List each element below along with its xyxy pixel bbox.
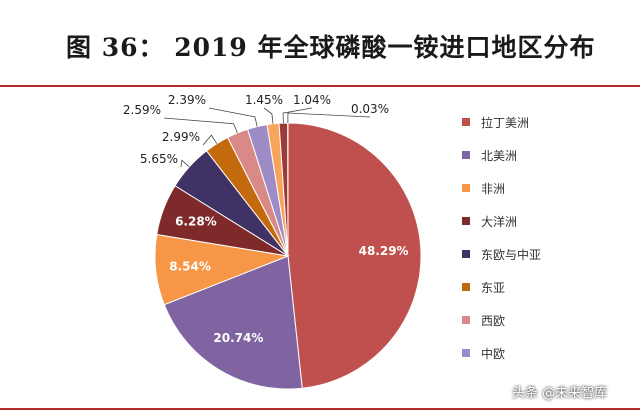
slice-data-label: 5.65% <box>140 152 178 166</box>
slice-data-label: 1.45% <box>245 93 283 107</box>
watermark: 头条 @未来智库 <box>512 382 607 401</box>
slice-data-label: 2.39% <box>168 93 206 107</box>
slice-data-label: 2.59% <box>123 103 161 117</box>
legend-label: 东欧与中亚 <box>481 246 541 263</box>
slice-data-label: 2.99% <box>162 130 200 144</box>
slice-data-label: 48.29% <box>359 244 409 258</box>
legend-label: 非洲 <box>481 180 505 197</box>
leader-line <box>181 160 189 167</box>
legend-swatch <box>462 283 470 291</box>
leader-line <box>203 135 217 145</box>
legend-label: 中欧 <box>481 345 505 362</box>
leader-line <box>283 108 312 123</box>
slice-data-label: 6.28% <box>175 214 217 228</box>
slice-data-label: 8.54% <box>169 259 211 273</box>
legend-label: 拉丁美洲 <box>481 114 529 131</box>
slice-data-label: 1.04% <box>293 93 331 107</box>
legend-swatch <box>462 151 470 159</box>
legend-label: 西欧 <box>481 312 505 329</box>
legend-swatch <box>462 316 470 324</box>
legend-label: 北美洲 <box>481 147 517 164</box>
slice-data-label: 0.03% <box>351 102 389 116</box>
slice-data-label: 20.74% <box>213 331 263 345</box>
legend-swatch <box>462 184 470 192</box>
legend-swatch <box>462 250 470 258</box>
legend-swatch <box>462 118 470 126</box>
legend-label: 大洋洲 <box>481 213 517 230</box>
leader-line <box>264 108 273 124</box>
legend-swatch <box>462 217 470 225</box>
legend-label: 东亚 <box>481 279 505 296</box>
bottom-divider <box>0 408 640 410</box>
legend-swatch <box>462 349 470 357</box>
